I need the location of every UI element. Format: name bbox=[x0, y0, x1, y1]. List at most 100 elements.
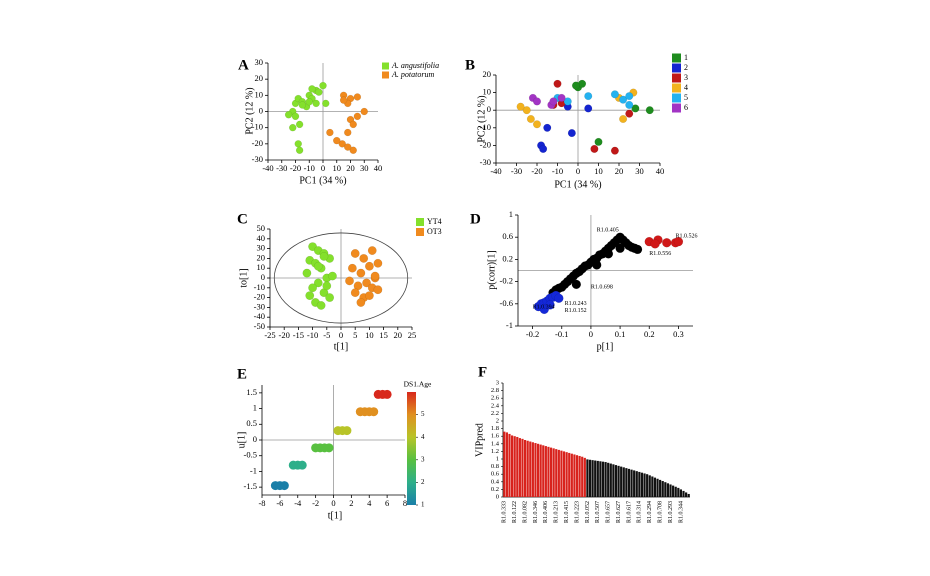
panel-label: E bbox=[237, 366, 247, 382]
point bbox=[353, 93, 362, 101]
x-tick-label: R1.0.415 bbox=[564, 501, 570, 523]
point bbox=[349, 146, 357, 155]
x-tick-label: -6 bbox=[276, 498, 283, 508]
bar bbox=[505, 432, 508, 497]
bar bbox=[523, 440, 527, 497]
bar bbox=[656, 478, 659, 497]
legend-label: 2 bbox=[684, 63, 688, 72]
point bbox=[328, 271, 337, 281]
x-tick-label: -15 bbox=[293, 330, 304, 340]
bar bbox=[503, 431, 506, 497]
bar bbox=[557, 449, 560, 497]
y-tick-label: -30 bbox=[252, 154, 263, 164]
bar bbox=[581, 456, 584, 497]
legend-swatch bbox=[672, 83, 681, 93]
legend-swatch bbox=[672, 73, 681, 83]
x-tick-label: -30 bbox=[511, 166, 522, 176]
bar bbox=[620, 466, 623, 497]
bar bbox=[531, 442, 534, 497]
x-tick-label: 40 bbox=[374, 163, 383, 173]
bar bbox=[549, 447, 553, 497]
x-tick-label: 8 bbox=[403, 498, 407, 508]
point bbox=[322, 99, 330, 108]
y-tick-label: 1 bbox=[496, 455, 499, 462]
x-tick-label: R1.0.082 bbox=[522, 501, 528, 523]
x-axis-title: PC1 (34 %) bbox=[299, 175, 346, 186]
bar bbox=[672, 485, 675, 497]
point bbox=[333, 136, 341, 145]
point bbox=[603, 249, 614, 259]
point bbox=[673, 236, 684, 247]
y-tick-label: 0 bbox=[496, 493, 499, 500]
y-tick-label: 30 bbox=[255, 57, 264, 67]
legend-label: 6 bbox=[684, 103, 688, 112]
point bbox=[532, 120, 542, 129]
x-tick-label: R1.0.507 bbox=[595, 501, 601, 523]
x-tick-label: R1.0.122 bbox=[512, 501, 518, 523]
y-tick-label: -30 bbox=[254, 301, 265, 311]
y-tick-label: 10 bbox=[255, 89, 264, 99]
bar bbox=[666, 483, 670, 497]
y-tick-label: 2.8 bbox=[491, 387, 499, 394]
y-axis-title: p(corr)[1] bbox=[486, 250, 497, 289]
bar bbox=[627, 468, 631, 497]
point bbox=[326, 128, 334, 137]
point bbox=[313, 278, 323, 288]
bar bbox=[560, 450, 563, 497]
point bbox=[563, 97, 572, 106]
x-tick-label: R1.0.052 bbox=[585, 501, 591, 523]
point bbox=[344, 143, 352, 151]
x-axis-title: PC1 (34 %) bbox=[554, 179, 601, 190]
y-axis-title: PC2 (12 %) bbox=[244, 87, 255, 134]
bar bbox=[570, 453, 573, 497]
y-tick-label: 0 bbox=[487, 104, 491, 114]
bar bbox=[513, 436, 516, 497]
point bbox=[373, 258, 383, 268]
panel-label: A bbox=[238, 57, 249, 73]
x-tick-label: 5 bbox=[353, 330, 357, 340]
bar bbox=[643, 473, 646, 497]
x-tick-label: 40 bbox=[656, 166, 665, 176]
point bbox=[571, 81, 581, 90]
point bbox=[339, 96, 348, 104]
y-tick-label: 1.2 bbox=[491, 448, 499, 455]
point bbox=[625, 109, 634, 118]
y-tick-label: -40 bbox=[254, 311, 265, 321]
y-tick-label: 2 bbox=[496, 417, 499, 424]
y-tick-label: 1 bbox=[509, 209, 513, 219]
point bbox=[539, 144, 548, 153]
y-tick-label: -20 bbox=[252, 138, 263, 148]
point bbox=[284, 110, 293, 119]
point bbox=[325, 293, 335, 303]
point bbox=[347, 263, 357, 273]
bar bbox=[555, 449, 558, 497]
point bbox=[316, 300, 326, 310]
point bbox=[571, 279, 582, 290]
y-tick-label: -10 bbox=[252, 122, 263, 132]
x-tick-label: -8 bbox=[258, 498, 265, 508]
point bbox=[349, 120, 357, 129]
bar bbox=[638, 471, 641, 497]
y-tick-label: 3 bbox=[496, 379, 499, 386]
x-tick-label: 30 bbox=[360, 163, 369, 173]
x-tick-label: 4 bbox=[367, 498, 372, 508]
point bbox=[373, 285, 383, 295]
bar bbox=[607, 462, 610, 497]
x-tick-label: -40 bbox=[262, 163, 273, 173]
bar bbox=[565, 452, 568, 497]
legend-label: 4 bbox=[684, 83, 688, 92]
legend-label: 5 bbox=[684, 93, 688, 102]
bar bbox=[682, 490, 685, 497]
bar bbox=[526, 440, 529, 497]
y-tick-label: -30 bbox=[480, 157, 491, 167]
y-axis-title: to[1] bbox=[238, 268, 249, 287]
y-tick-label: 0.6 bbox=[491, 471, 500, 478]
panel-label: D bbox=[470, 211, 481, 227]
y-tick-label: 20 bbox=[483, 69, 492, 79]
x-tick-label: R1.0.213 bbox=[554, 501, 560, 523]
legend-swatch bbox=[416, 218, 424, 226]
x-tick-label: -25 bbox=[264, 330, 275, 340]
point bbox=[289, 123, 297, 132]
y-tick-label: 10 bbox=[483, 87, 492, 97]
